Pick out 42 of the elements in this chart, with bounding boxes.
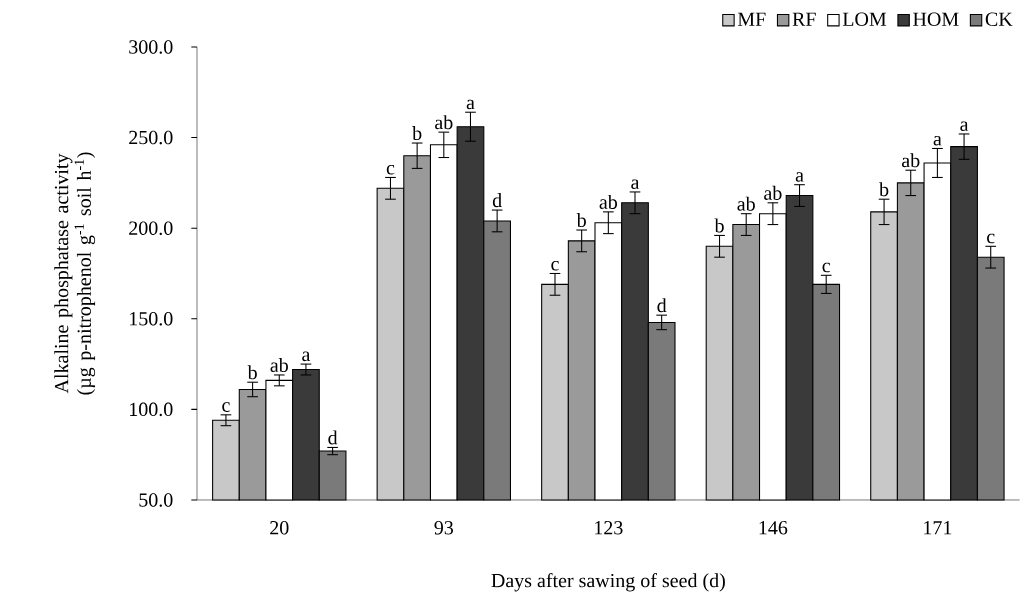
legend-label: CK (985, 12, 1013, 26)
data-label: a (960, 121, 969, 132)
x-tick-label: 146 (759, 521, 788, 535)
y-tick-label: 200.0 (129, 221, 173, 235)
data-label: a (933, 135, 942, 146)
y-tick-label: 250.0 (129, 130, 173, 145)
data-label: b (714, 218, 724, 233)
data-label: c (386, 164, 395, 175)
data-label: b (879, 182, 889, 197)
x-axis-title: Days after sawing of seed (d) (491, 573, 725, 592)
data-label: a (631, 179, 640, 190)
data-label: b (412, 126, 422, 141)
y-tick-label: 50.0 (139, 493, 173, 507)
x-tick-label: 171 (924, 521, 952, 535)
data-label: ab (737, 196, 755, 211)
x-tick-label: 20 (270, 521, 289, 535)
legend-label: RF (792, 12, 816, 26)
data-label: a (795, 172, 804, 182)
data-label: b (247, 365, 257, 380)
data-label: b (576, 213, 586, 228)
data-label: a (302, 351, 311, 362)
data-label: c (551, 260, 559, 271)
data-label: c (222, 402, 230, 412)
data-label: ab (270, 357, 288, 373)
x-tick-label: 93 (434, 521, 454, 535)
data-label: ab (599, 194, 618, 209)
data-label: c (987, 233, 995, 244)
y-tick-label: 300.0 (129, 40, 173, 54)
data-label: ab (435, 115, 453, 130)
data-label: d (492, 193, 502, 208)
legend-label: HOM (913, 12, 959, 26)
y-tick-label: 100.0 (130, 402, 173, 417)
legend-label: MF (737, 12, 766, 26)
x-tick-label: 123 (595, 521, 623, 535)
data-label: c (822, 262, 831, 273)
data-label: a (466, 99, 475, 110)
legend-label: LOM (842, 12, 887, 26)
y-tick-label: 150.0 (130, 312, 173, 326)
data-label: ab (764, 185, 782, 200)
data-label: d (328, 430, 338, 445)
data-label: d (657, 298, 667, 313)
data-label: ab (902, 153, 920, 168)
